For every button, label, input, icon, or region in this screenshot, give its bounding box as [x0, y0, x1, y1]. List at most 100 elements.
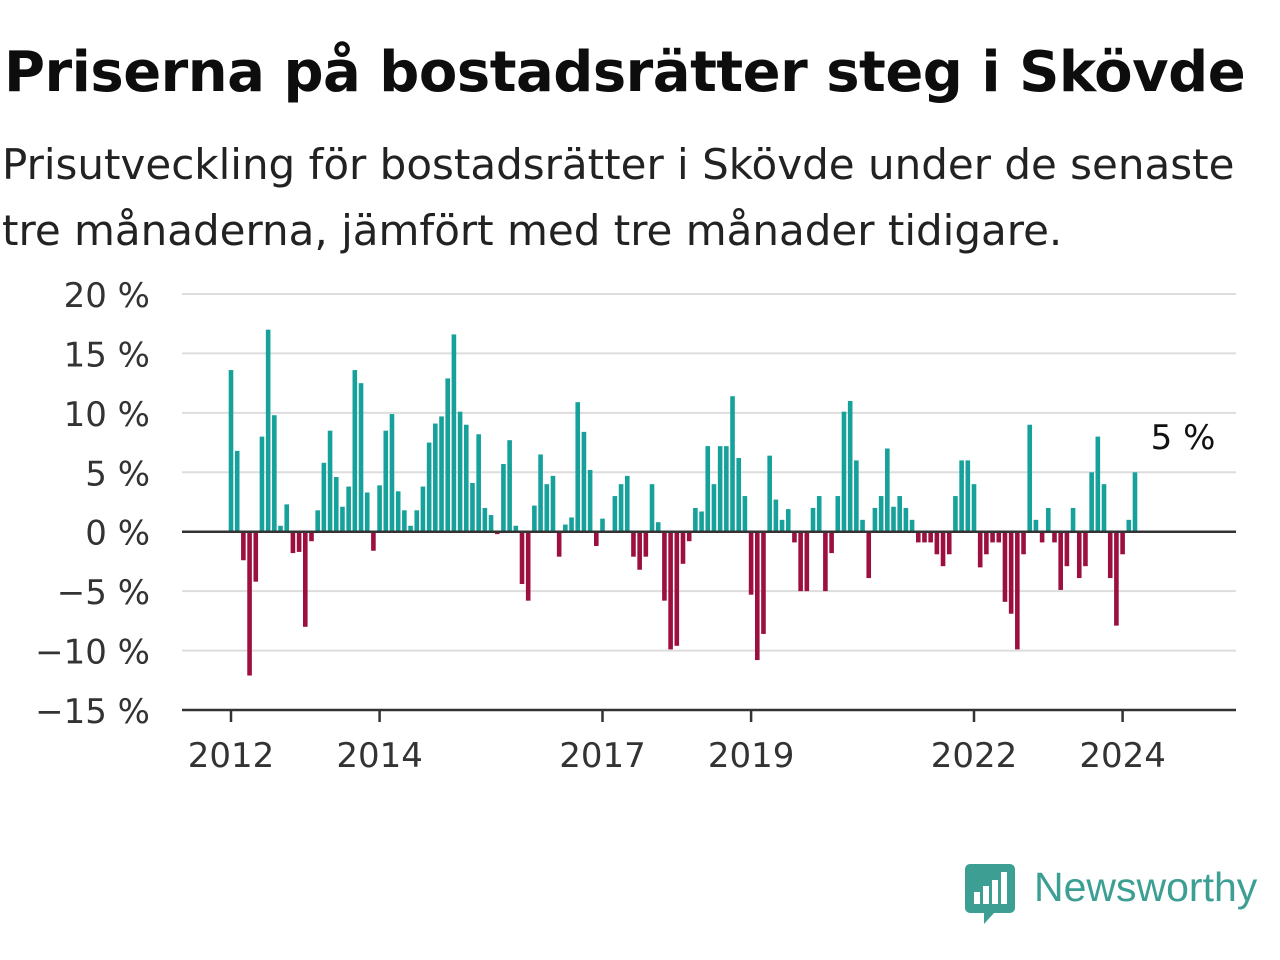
- bar: [259, 436, 265, 532]
- bar: [488, 515, 494, 532]
- bar: [352, 370, 358, 532]
- bar: [303, 531, 308, 627]
- bar: [711, 484, 717, 532]
- bar: [767, 455, 772, 532]
- bar: [1132, 472, 1138, 532]
- bar: [977, 531, 983, 568]
- bar: [1107, 531, 1113, 579]
- bar: [736, 458, 742, 532]
- bar: [872, 507, 878, 532]
- bar: [556, 531, 562, 557]
- data-labels: 5 %: [1151, 418, 1216, 458]
- bar: [1058, 531, 1063, 590]
- y-tick-label: −10 %: [35, 633, 150, 673]
- bar: [730, 396, 735, 532]
- bar: [829, 531, 834, 554]
- bar: [445, 378, 451, 532]
- bar: [990, 531, 995, 543]
- bar: [878, 496, 884, 532]
- bar: [451, 334, 457, 532]
- bar: [693, 507, 698, 532]
- bar: [563, 524, 568, 532]
- bar: [637, 531, 642, 570]
- grid-lines: [182, 293, 1236, 652]
- bar: [785, 509, 791, 532]
- bar: [816, 496, 822, 532]
- bar: [587, 469, 593, 532]
- newsworthy-logo: Newsworthy: [962, 862, 1274, 928]
- bar: [538, 454, 543, 532]
- bar: [594, 531, 599, 546]
- bar: [371, 531, 376, 551]
- bar: [408, 525, 413, 532]
- bar: [699, 511, 704, 532]
- bar: [1008, 531, 1014, 614]
- x-tick-label: 2017: [559, 736, 646, 776]
- bar: [717, 446, 723, 532]
- bar: [674, 531, 680, 646]
- bar: [915, 531, 921, 543]
- bar: [402, 510, 407, 532]
- bar: [1027, 424, 1033, 532]
- chart-title: Priserna på bostadsrätter steg i Skövde: [4, 40, 1246, 105]
- bar: [1002, 531, 1008, 602]
- bar: [928, 531, 933, 543]
- bar: [1070, 507, 1076, 532]
- bar: [569, 517, 574, 532]
- bar: [984, 531, 989, 555]
- bar: [315, 510, 320, 532]
- bar: [866, 531, 872, 579]
- axes: [182, 530, 1236, 712]
- bar: [550, 475, 556, 532]
- bar: [457, 411, 463, 532]
- bar: [903, 507, 909, 532]
- bar: [272, 415, 277, 532]
- bar: [909, 519, 915, 532]
- bar: [519, 531, 525, 585]
- bar: [265, 329, 271, 532]
- bar: [810, 507, 816, 532]
- bar: [686, 531, 692, 542]
- bar: [823, 531, 828, 592]
- bar: [804, 531, 810, 592]
- y-tick-label: 10 %: [64, 395, 150, 435]
- bar: [922, 531, 927, 543]
- newsworthy-logo-icon: [965, 864, 1015, 924]
- bar: [934, 531, 940, 555]
- bar: [1120, 531, 1125, 555]
- y-tick-label: 20 %: [64, 276, 150, 316]
- bar: [965, 460, 971, 532]
- bar: [649, 484, 655, 532]
- bar: [854, 460, 859, 532]
- bar: [234, 450, 240, 532]
- bar: [544, 484, 550, 532]
- bar: [420, 486, 426, 532]
- bar: [1126, 519, 1132, 532]
- bar: [532, 505, 537, 532]
- x-tick-label: 2012: [188, 736, 275, 776]
- bar: [247, 531, 252, 676]
- y-tick-label: 0 %: [85, 514, 150, 554]
- bar: [779, 519, 785, 532]
- bar: [1015, 531, 1020, 650]
- bar: [897, 496, 902, 532]
- bar: [309, 531, 314, 542]
- bar: [389, 414, 395, 532]
- x-axis-ticks: 2012 2014 2017 2019 2022 2024: [188, 710, 1166, 776]
- bar: [971, 484, 977, 532]
- bar: [940, 531, 946, 567]
- bar: [1095, 436, 1101, 532]
- bar: [525, 531, 531, 601]
- y-axis-ticks: 20 % 15 % 10 % 5 % 0 % −5 % −10 % −15 %: [35, 276, 150, 732]
- bar: [953, 496, 958, 532]
- bar: [792, 531, 797, 543]
- bar: [612, 496, 618, 532]
- bar: [841, 411, 847, 532]
- bar: [228, 370, 234, 532]
- bar: [1021, 531, 1026, 555]
- bar: [426, 442, 432, 532]
- bar: [482, 507, 488, 532]
- bar: [631, 531, 636, 557]
- bar: [278, 525, 283, 532]
- bar: [513, 525, 519, 532]
